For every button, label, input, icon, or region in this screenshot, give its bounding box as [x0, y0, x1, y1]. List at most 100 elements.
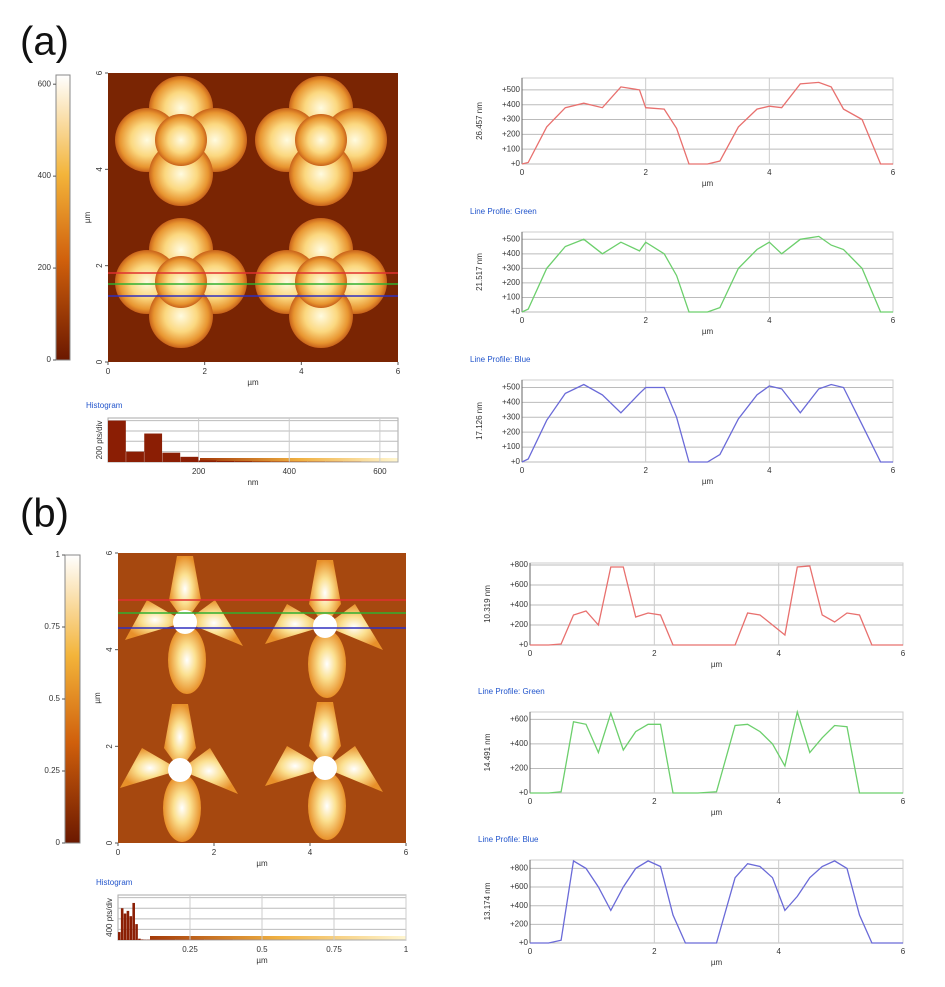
x-axis-label: µm [702, 179, 714, 188]
x-tick-label: 6 [901, 797, 906, 806]
x-tick-label: 2 [643, 466, 648, 475]
x-tick-label: 0 [528, 649, 533, 658]
y-tick-label: +500 [502, 85, 521, 94]
y-axis-label: 13.174 nm [483, 882, 492, 920]
y-tick-label: +500 [502, 383, 521, 392]
histogram-bar [141, 939, 144, 940]
histogram-bar [120, 908, 124, 940]
y-axis-label: 21.517 nm [475, 253, 484, 291]
y-tick-label: +200 [510, 764, 529, 773]
y-tick-label: +400 [510, 600, 529, 609]
y-tick-label: 4 [105, 647, 114, 652]
y-tick-label: +800 [510, 560, 529, 569]
y-tick-label: +0 [519, 788, 529, 797]
y-tick-label: +500 [502, 234, 521, 243]
x-tick-label: 0 [520, 168, 525, 177]
chart-title: Line Profile: Blue [478, 835, 539, 844]
histogram-bar [126, 451, 144, 462]
x-axis-label: µm [702, 477, 714, 486]
colorbar-tick-label: 400 [38, 171, 52, 180]
x-tick-label: 0 [116, 848, 121, 857]
plot-area [521, 379, 894, 463]
histogram-bar [198, 460, 217, 462]
y-tick-label: +400 [502, 249, 521, 258]
y-tick-label: 4 [95, 167, 104, 172]
x-tick-label: 2 [643, 316, 648, 325]
histogram-color-strip [200, 458, 398, 462]
y-tick-label: +200 [510, 919, 529, 928]
x-tick-label: 4 [776, 947, 781, 956]
x-tick-label: 0 [528, 947, 533, 956]
x-tick-label: 4 [308, 848, 313, 857]
y-tick-label: +300 [502, 263, 521, 272]
profile-line [521, 383, 893, 463]
colorbar-tick-label: 0 [56, 838, 61, 847]
profile-line [521, 235, 893, 313]
panel-label: (b) [20, 492, 69, 536]
y-tick-label: +200 [510, 620, 529, 629]
histogram-bar [138, 938, 141, 940]
x-axis-label: µm [711, 660, 723, 669]
y-tick-label: +600 [510, 882, 529, 891]
y-tick-label: +100 [502, 144, 521, 153]
y-tick-label: +200 [502, 278, 521, 287]
y-axis-label: 10.319 nm [483, 585, 492, 623]
plot-area [521, 231, 894, 313]
colorbar [64, 554, 81, 844]
x-tick-label: 0 [520, 316, 525, 325]
x-tick-label: 2 [652, 797, 657, 806]
y-tick-label: +200 [502, 129, 521, 138]
y-axis-label: 200 pts/div [95, 421, 104, 460]
histogram-title: Histogram [86, 401, 123, 410]
histogram-bar [135, 924, 138, 940]
y-tick-label: +400 [510, 739, 529, 748]
x-tick-label: 6 [891, 316, 896, 325]
histogram-bar [118, 932, 121, 940]
y-tick-label: +800 [510, 864, 529, 873]
colorbar [55, 74, 71, 361]
x-tick-label: 2 [202, 367, 207, 376]
y-tick-label: 2 [105, 744, 114, 749]
y-axis-label: 17.126 nm [475, 402, 484, 440]
y-tick-label: +100 [502, 293, 521, 302]
x-tick-label: 0 [520, 466, 525, 475]
x-tick-label: 2 [212, 848, 217, 857]
y-tick-label: +300 [502, 115, 521, 124]
x-axis-label: µm [256, 859, 268, 868]
chart-title: Line Profile: Green [470, 207, 537, 216]
x-tick-label: 1 [404, 945, 409, 954]
y-tick-label: 0 [105, 840, 114, 845]
profile-line [530, 565, 903, 646]
y-tick-label: +0 [511, 159, 521, 168]
histogram-bar [129, 916, 133, 940]
profile-line [521, 81, 893, 165]
y-tick-label: +0 [511, 457, 521, 466]
x-tick-label: 6 [891, 466, 896, 475]
profile-line [530, 859, 903, 944]
y-tick-label: +300 [502, 412, 521, 421]
chart-title: Line Profile: Blue [470, 355, 531, 364]
x-tick-label: 400 [283, 467, 297, 476]
y-axis-label: µm [93, 692, 102, 704]
x-axis-label: µm [711, 958, 723, 967]
colorbar-tick-label: 200 [38, 263, 52, 272]
y-axis-label: 14.491 nm [483, 733, 492, 771]
x-tick-label: 4 [767, 466, 772, 475]
x-axis-label: µm [247, 378, 259, 387]
x-tick-label: 4 [776, 649, 781, 658]
chart-title: Line Profile: Green [478, 687, 545, 696]
x-tick-label: 0.5 [256, 945, 268, 954]
plot-area [529, 859, 904, 944]
x-tick-label: 6 [404, 848, 409, 857]
y-tick-label: +0 [511, 307, 521, 316]
x-tick-label: 4 [767, 316, 772, 325]
panel-label: (a) [20, 20, 69, 64]
y-tick-label: +600 [510, 714, 529, 723]
y-tick-label: +400 [510, 901, 529, 910]
y-tick-label: +400 [502, 100, 521, 109]
colorbar-tick-label: 0.25 [44, 766, 60, 775]
x-axis-label: nm [247, 478, 258, 487]
y-axis-label: 400 pts/div [105, 898, 114, 937]
y-axis-label: µm [83, 212, 92, 224]
